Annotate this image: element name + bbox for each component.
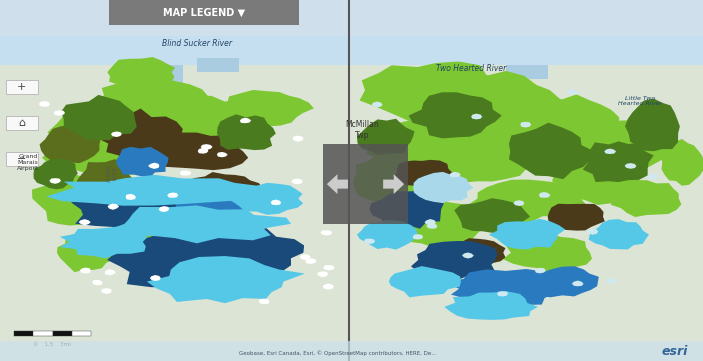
Polygon shape (49, 178, 61, 184)
Polygon shape (513, 200, 524, 206)
Polygon shape (107, 230, 243, 287)
Polygon shape (354, 153, 425, 206)
Polygon shape (489, 219, 565, 249)
Text: Geobase, Esri Canada, Esri, © OpenStreetMap contributors, HERE, De...: Geobase, Esri Canada, Esri, © OpenStreet… (239, 350, 436, 356)
Polygon shape (411, 241, 498, 280)
Polygon shape (366, 116, 484, 176)
Polygon shape (71, 188, 191, 232)
Text: ⌂: ⌂ (18, 118, 25, 128)
Polygon shape (120, 213, 233, 259)
Polygon shape (305, 258, 317, 264)
Polygon shape (604, 149, 616, 154)
FancyBboxPatch shape (506, 65, 548, 79)
Polygon shape (126, 194, 136, 200)
Polygon shape (217, 114, 276, 150)
FancyBboxPatch shape (72, 331, 91, 336)
Polygon shape (217, 152, 228, 157)
Polygon shape (292, 136, 304, 142)
Polygon shape (408, 92, 502, 138)
Polygon shape (179, 170, 191, 176)
Polygon shape (143, 132, 248, 170)
FancyArrow shape (327, 174, 348, 194)
Polygon shape (588, 119, 671, 169)
Polygon shape (625, 99, 680, 151)
Polygon shape (79, 219, 91, 225)
FancyBboxPatch shape (0, 0, 703, 36)
Polygon shape (299, 254, 311, 260)
Polygon shape (224, 90, 314, 127)
Text: ALGER
LUCE: ALGER LUCE (107, 164, 118, 182)
Polygon shape (147, 256, 305, 303)
FancyBboxPatch shape (0, 341, 703, 361)
Text: Little Two
Hearted River: Little Two Hearted River (618, 96, 662, 106)
Polygon shape (39, 101, 50, 107)
Polygon shape (370, 191, 444, 229)
Polygon shape (552, 156, 640, 205)
Polygon shape (110, 196, 202, 236)
Polygon shape (96, 109, 183, 163)
Polygon shape (509, 123, 595, 179)
Text: Grand
Marais
Airport: Grand Marais Airport (18, 154, 39, 171)
Polygon shape (46, 175, 262, 206)
Polygon shape (317, 271, 328, 277)
Polygon shape (240, 118, 251, 123)
Polygon shape (323, 283, 334, 290)
Polygon shape (167, 192, 179, 198)
Text: esri: esri (662, 345, 688, 358)
Polygon shape (446, 269, 567, 308)
Text: MAP LEGEND ▼: MAP LEGEND ▼ (163, 8, 245, 18)
Polygon shape (116, 147, 169, 178)
Polygon shape (101, 288, 112, 294)
Polygon shape (148, 162, 160, 169)
Polygon shape (426, 223, 437, 229)
Polygon shape (357, 119, 415, 155)
Polygon shape (439, 71, 574, 151)
Polygon shape (647, 174, 659, 180)
Polygon shape (587, 229, 598, 235)
Polygon shape (520, 122, 531, 127)
Polygon shape (454, 198, 530, 235)
FancyBboxPatch shape (387, 76, 422, 90)
Polygon shape (174, 191, 246, 228)
Polygon shape (53, 110, 65, 116)
Polygon shape (271, 200, 281, 205)
Polygon shape (153, 96, 257, 160)
Polygon shape (523, 266, 599, 297)
Polygon shape (425, 219, 436, 225)
Polygon shape (291, 179, 303, 184)
Polygon shape (259, 299, 269, 304)
Polygon shape (524, 94, 628, 164)
Polygon shape (150, 275, 161, 281)
Text: Two Hearted River: Two Hearted River (436, 64, 506, 73)
Text: −: − (17, 154, 26, 164)
Polygon shape (32, 173, 104, 226)
FancyBboxPatch shape (34, 331, 53, 336)
Polygon shape (503, 232, 592, 272)
Polygon shape (61, 95, 136, 140)
Text: McMillan
Twp: McMillan Twp (345, 120, 379, 140)
Polygon shape (108, 205, 291, 243)
Polygon shape (624, 163, 636, 169)
Polygon shape (660, 139, 703, 186)
Polygon shape (92, 280, 103, 286)
FancyBboxPatch shape (0, 0, 703, 65)
Polygon shape (89, 77, 221, 125)
Polygon shape (357, 220, 418, 249)
FancyBboxPatch shape (6, 152, 38, 166)
Polygon shape (105, 269, 116, 275)
Polygon shape (606, 278, 617, 284)
Text: 0    1.5    3mi: 0 1.5 3mi (34, 342, 71, 347)
Polygon shape (111, 131, 122, 137)
Polygon shape (583, 142, 654, 182)
Polygon shape (77, 159, 135, 203)
Polygon shape (372, 101, 382, 108)
FancyBboxPatch shape (109, 0, 299, 25)
Text: +: + (17, 82, 26, 92)
FancyArrow shape (383, 174, 404, 194)
Polygon shape (413, 234, 423, 240)
Polygon shape (548, 204, 605, 231)
FancyBboxPatch shape (197, 58, 239, 72)
Polygon shape (539, 192, 550, 198)
Polygon shape (449, 238, 505, 267)
